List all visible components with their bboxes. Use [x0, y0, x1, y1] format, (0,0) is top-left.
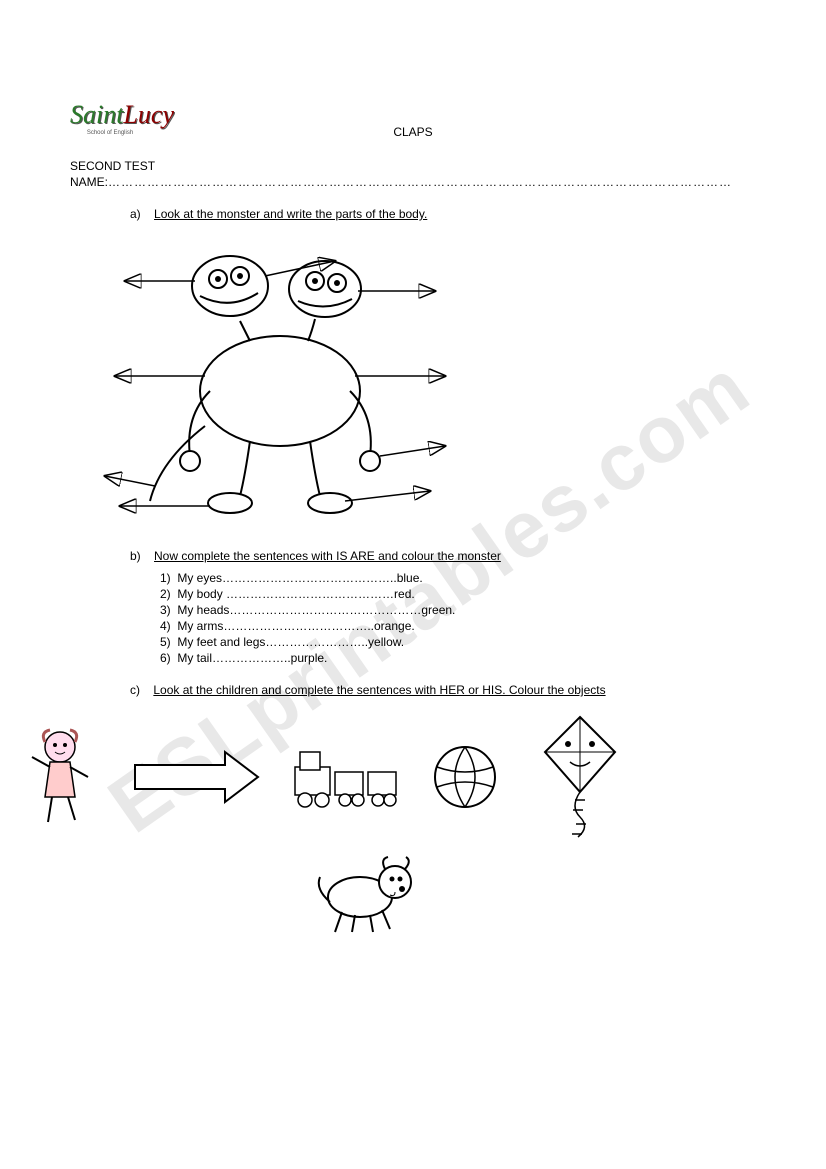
test-label: SECOND TEST [70, 159, 756, 173]
item-text: My eyes……………………………………..blue. [177, 571, 422, 585]
monster-svg [90, 231, 470, 531]
list-item: 3) My heads…………………………………………green. [160, 603, 756, 617]
list-item: 4) My arms………………………………..orange. [160, 619, 756, 633]
item-text: My arms………………………………..orange. [177, 619, 414, 633]
arrow-icon [130, 747, 260, 807]
monster-figure [90, 231, 470, 531]
kite-icon [530, 712, 630, 842]
section-b-text: Now complete the sentences with IS ARE a… [154, 549, 501, 563]
section-c-letter: c) [130, 683, 140, 697]
list-item: 5) My feet and legs……………………..yellow. [160, 635, 756, 649]
sentence-list: 1) My eyes……………………………………..blue. 2) My bo… [160, 571, 756, 665]
section-b: b) Now complete the sentences with IS AR… [130, 549, 756, 665]
logo-brand: SaintLucy [70, 100, 150, 130]
dog-icon [300, 847, 420, 937]
name-label: NAME: [70, 175, 108, 189]
item-num: 5) [160, 635, 171, 649]
page-content: SaintLucy School of English CLAPS SECOND… [70, 100, 756, 940]
logo-top: Saint [70, 100, 123, 129]
item-num: 1) [160, 571, 171, 585]
item-text: My body ……………………………………red. [177, 587, 414, 601]
item-num: 6) [160, 651, 171, 665]
section-b-letter: b) [130, 549, 141, 563]
girl-icon [20, 722, 100, 832]
train-icon [290, 742, 400, 812]
item-text: My feet and legs……………………..yellow. [177, 635, 404, 649]
logo-bottom: Lucy [123, 100, 174, 129]
logo-subtitle: School of English [70, 130, 150, 136]
objects-row [20, 712, 756, 842]
list-item: 1) My eyes……………………………………..blue. [160, 571, 756, 585]
ball-icon [430, 742, 500, 812]
logo: SaintLucy School of English [70, 100, 150, 145]
section-c: c) Look at the children and complete the… [130, 683, 756, 697]
item-num: 3) [160, 603, 171, 617]
item-text: My heads…………………………………………green. [177, 603, 455, 617]
section-a-text: Look at the monster and write the parts … [154, 207, 427, 221]
item-text: My tail………………..purple. [177, 651, 327, 665]
name-line: NAME:……………………………………………………………………………………………… [70, 175, 756, 189]
list-item: 6) My tail………………..purple. [160, 651, 756, 665]
item-num: 2) [160, 587, 171, 601]
section-a-letter: a) [130, 207, 141, 221]
dog-container [300, 847, 756, 940]
item-num: 4) [160, 619, 171, 633]
list-item: 2) My body ……………………………………red. [160, 587, 756, 601]
section-c-text: Look at the children and complete the se… [153, 683, 605, 697]
name-dots: …………………………………………………………………………………………………………… [108, 175, 732, 189]
section-a: a) Look at the monster and write the par… [130, 207, 756, 221]
